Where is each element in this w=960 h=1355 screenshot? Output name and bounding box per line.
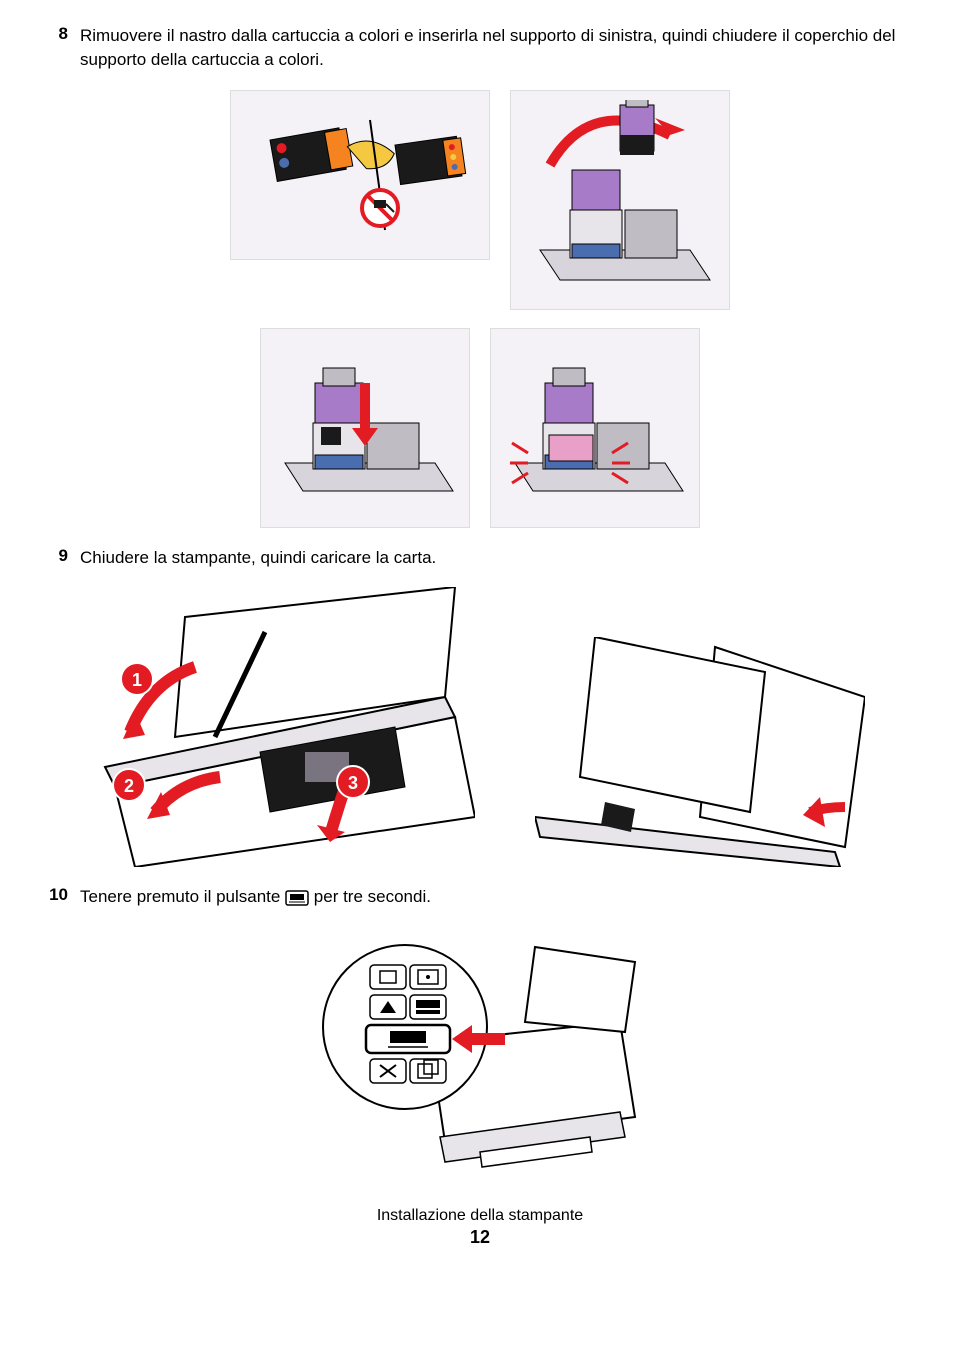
cartridge-tape-svg: [240, 100, 480, 250]
illus-cartridge-insert: [510, 90, 730, 310]
step-9-number: 9: [48, 546, 68, 566]
illus-cartridge-tape: [230, 90, 490, 260]
press-button-svg: [310, 927, 650, 1177]
callout-3: 3: [348, 773, 358, 793]
step-8-text: Rimuovere il nastro dalla cartuccia a co…: [80, 24, 912, 72]
callout-1: 1: [132, 670, 142, 690]
close-lid-left-svg: [270, 338, 460, 518]
callout-2: 2: [124, 776, 134, 796]
illus-close-printer: 1 2 3: [95, 587, 475, 867]
step-10: 10 Tenere premuto il pulsante per tre se…: [48, 885, 912, 909]
scan-button-icon: [285, 890, 309, 906]
illus-close-lid-right: [490, 328, 700, 528]
step-9-text: Chiudere la stampante, quindi caricare l…: [80, 546, 912, 570]
step-8: 8 Rimuovere il nastro dalla cartuccia a …: [48, 24, 912, 72]
close-lid-right-svg: [500, 338, 690, 518]
step-10-text-b: per tre secondi.: [309, 887, 431, 906]
close-printer-svg: 1 2 3: [95, 587, 475, 867]
footer-title: Installazione della stampante: [48, 1207, 912, 1225]
illus-press-button: [310, 927, 650, 1177]
step-10-illus-row: [48, 927, 912, 1177]
illus-close-lid-left: [260, 328, 470, 528]
step-10-text-a: Tenere premuto il pulsante: [80, 887, 285, 906]
step-10-text: Tenere premuto il pulsante per tre secon…: [80, 885, 912, 909]
cartridge-insert-svg: [520, 100, 720, 300]
step-8-illus-row-2: [48, 328, 912, 528]
step-9-illus-row: 1 2 3: [48, 587, 912, 867]
step-8-line1: Rimuovere il nastro dalla cartuccia a co…: [80, 26, 895, 45]
footer-page: 12: [48, 1227, 912, 1248]
page-footer: Installazione della stampante 12: [48, 1207, 912, 1248]
step-8-illus-row-1: [48, 90, 912, 310]
step-8-number: 8: [48, 24, 68, 44]
illus-load-paper: [535, 637, 865, 867]
step-8-line2: supporto della cartuccia a colori.: [80, 50, 324, 69]
step-9: 9 Chiudere la stampante, quindi caricare…: [48, 546, 912, 570]
load-paper-svg: [535, 637, 865, 867]
step-10-number: 10: [48, 885, 68, 905]
